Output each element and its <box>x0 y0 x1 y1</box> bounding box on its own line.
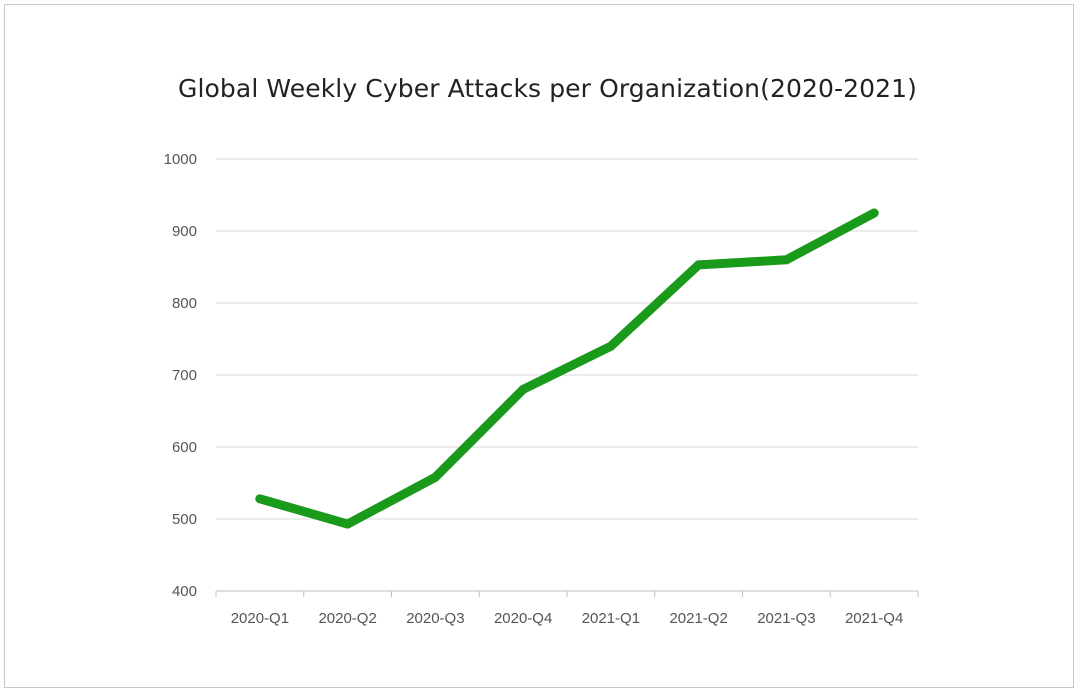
y-tick-label: 600 <box>172 439 197 456</box>
y-tick-label: 900 <box>172 223 197 240</box>
data-point <box>694 260 704 270</box>
x-tick-label: 2021-Q1 <box>582 610 640 627</box>
x-tick-label: 2020-Q1 <box>231 610 289 627</box>
y-tick-label: 700 <box>172 367 197 384</box>
y-tick-labels: 400 500 600 700 800 900 1000 <box>164 151 197 600</box>
data-point <box>255 494 265 504</box>
data-point <box>518 384 528 394</box>
x-tick-label: 2021-Q3 <box>757 610 815 627</box>
data-point <box>869 208 879 218</box>
chart-frame <box>4 4 1074 688</box>
gridlines <box>215 158 919 597</box>
series-layer <box>255 208 879 529</box>
x-tick-label: 2021-Q4 <box>845 610 903 627</box>
data-point <box>430 472 440 482</box>
x-tick-label: 2020-Q4 <box>494 610 552 627</box>
x-tick-labels: 2020-Q1 2020-Q2 2020-Q3 2020-Q4 2021-Q1 2021-… <box>231 610 904 627</box>
x-tick-label: 2020-Q3 <box>406 610 464 627</box>
y-tick-label: 800 <box>172 295 197 312</box>
series-line <box>255 208 879 529</box>
data-point <box>343 519 353 529</box>
data-point <box>606 341 616 351</box>
x-tick-label: 2021-Q2 <box>669 610 727 627</box>
chart-title: Global Weekly Cyber Attacks per Organiza… <box>178 74 917 103</box>
y-tick-label: 1000 <box>164 151 197 168</box>
x-tick-label: 2020-Q2 <box>318 610 376 627</box>
data-point <box>781 255 791 265</box>
y-tick-label: 500 <box>172 511 197 528</box>
y-tick-label: 400 <box>172 583 197 600</box>
